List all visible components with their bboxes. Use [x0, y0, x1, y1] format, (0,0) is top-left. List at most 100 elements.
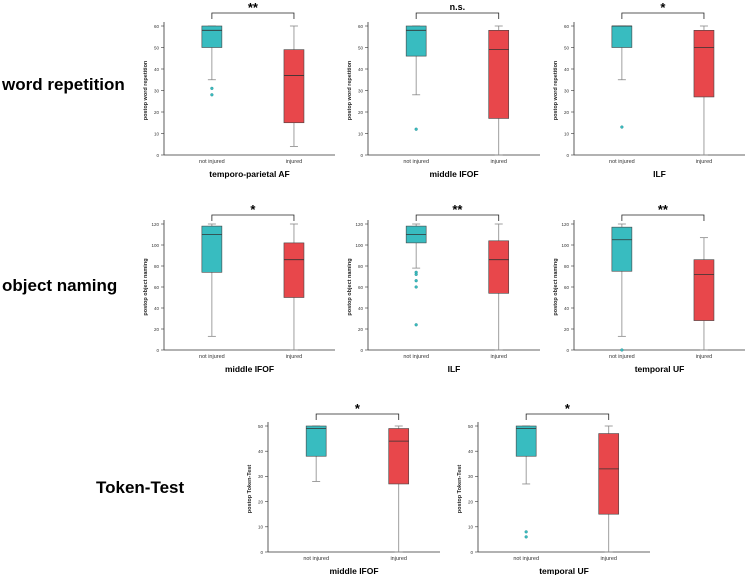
x-tick-label: injured [696, 159, 713, 165]
box [611, 25, 633, 48]
y-tick-label: 30 [258, 474, 264, 479]
y-axis-label: postop Token-Test [247, 465, 253, 514]
y-tick-label: 50 [468, 424, 474, 429]
y-tick-label: 30 [358, 88, 364, 93]
y-tick-label: 100 [151, 243, 159, 248]
significance-bracket [315, 413, 400, 420]
chart-title: temporal UF [539, 566, 589, 575]
box [388, 428, 410, 485]
box [405, 25, 427, 57]
x-tick-label: not injured [513, 556, 539, 562]
y-tick-label: 30 [468, 474, 474, 479]
box [515, 425, 537, 457]
y-tick-label: 60 [358, 285, 364, 290]
box [488, 240, 510, 294]
outlier-point [620, 125, 624, 129]
significance-label: ** [658, 202, 669, 217]
y-tick-label: 120 [561, 222, 569, 227]
chart-panel: 0 10 20 30 40 50 60 postop word repetition not i… [347, 2, 540, 179]
box [611, 226, 633, 272]
y-tick-label: 20 [358, 110, 364, 115]
y-tick-label: 40 [468, 449, 474, 454]
significance-label: ** [248, 0, 259, 15]
y-tick-label: 50 [258, 424, 264, 429]
y-tick-label: 20 [468, 499, 474, 504]
y-tick-label: 20 [564, 110, 570, 115]
y-tick-label: 80 [358, 264, 364, 269]
chart-panel: 0 10 20 30 40 50 postop Token-Test not injured i… [247, 401, 440, 575]
y-axis-label: postop word repetition [553, 60, 559, 120]
box [201, 225, 223, 273]
y-tick-label: 40 [564, 67, 570, 72]
x-tick-label: not injured [609, 354, 635, 360]
box [488, 29, 510, 119]
outlier-point [210, 93, 214, 97]
significance-label: * [250, 202, 256, 217]
x-tick-label: injured [286, 159, 303, 165]
y-axis-label: postop object naming [347, 258, 353, 315]
outlier-point [414, 127, 418, 131]
x-tick-label: not injured [609, 159, 635, 165]
significance-bracket [621, 214, 705, 221]
y-tick-label: 120 [355, 222, 363, 227]
row-label-object-naming: object naming [2, 276, 118, 295]
y-tick-label: 60 [358, 24, 364, 29]
significance-bracket [415, 12, 500, 19]
significance-bracket [211, 214, 295, 221]
outlier-point [210, 86, 214, 90]
outlier-point [414, 323, 418, 327]
significance-label: n.s. [450, 2, 466, 12]
y-tick-label: 10 [258, 525, 264, 530]
y-tick-label: 0 [360, 153, 363, 158]
chart-panel: 0 10 20 30 40 50 postop Token-Test not injured i… [457, 401, 650, 575]
chart-title: temporal UF [635, 364, 685, 374]
y-axis-label: postop word repetition [347, 60, 353, 120]
chart-title: middle IFOF [429, 169, 478, 179]
x-tick-label: injured [490, 354, 507, 360]
x-tick-label: not injured [303, 556, 329, 562]
significance-bracket [211, 12, 295, 19]
outlier-point [414, 272, 418, 276]
y-tick-label: 40 [358, 306, 364, 311]
y-tick-label: 100 [561, 243, 569, 248]
y-tick-label: 10 [564, 131, 570, 136]
box [201, 25, 223, 48]
y-tick-label: 10 [154, 131, 160, 136]
chart-title: ILF [448, 364, 461, 374]
y-tick-label: 50 [154, 45, 160, 50]
x-tick-label: injured [490, 159, 507, 165]
box [283, 49, 305, 124]
chart-panel: 0 10 20 30 40 50 60 postop word repetition not i… [553, 0, 745, 179]
box [283, 242, 305, 298]
y-tick-label: 0 [566, 348, 569, 353]
significance-label: * [660, 0, 666, 15]
y-tick-label: 60 [564, 285, 570, 290]
chart-title: ILF [653, 169, 666, 179]
y-tick-label: 80 [564, 264, 570, 269]
y-axis-label: postop object naming [553, 258, 559, 315]
y-tick-label: 40 [258, 449, 264, 454]
y-tick-label: 120 [151, 222, 159, 227]
x-tick-label: injured [286, 354, 303, 360]
y-tick-label: 60 [154, 24, 160, 29]
significance-bracket [525, 413, 610, 420]
y-tick-label: 50 [564, 45, 570, 50]
y-tick-label: 60 [564, 24, 570, 29]
chart-title: temporo-parietal AF [209, 169, 289, 179]
x-tick-label: not injured [199, 159, 225, 165]
outlier-point [524, 535, 528, 539]
outlier-point [524, 530, 528, 534]
y-axis-label: postop word repetition [143, 60, 149, 120]
significance-label: ** [452, 202, 463, 217]
y-tick-label: 20 [258, 499, 264, 504]
y-tick-label: 80 [154, 264, 160, 269]
significance-label: * [355, 401, 361, 416]
y-tick-label: 0 [156, 348, 159, 353]
y-tick-label: 0 [156, 153, 159, 158]
box [693, 29, 715, 98]
x-tick-label: injured [390, 556, 407, 562]
box [693, 259, 715, 321]
y-tick-label: 0 [260, 550, 263, 555]
y-tick-label: 20 [358, 327, 364, 332]
